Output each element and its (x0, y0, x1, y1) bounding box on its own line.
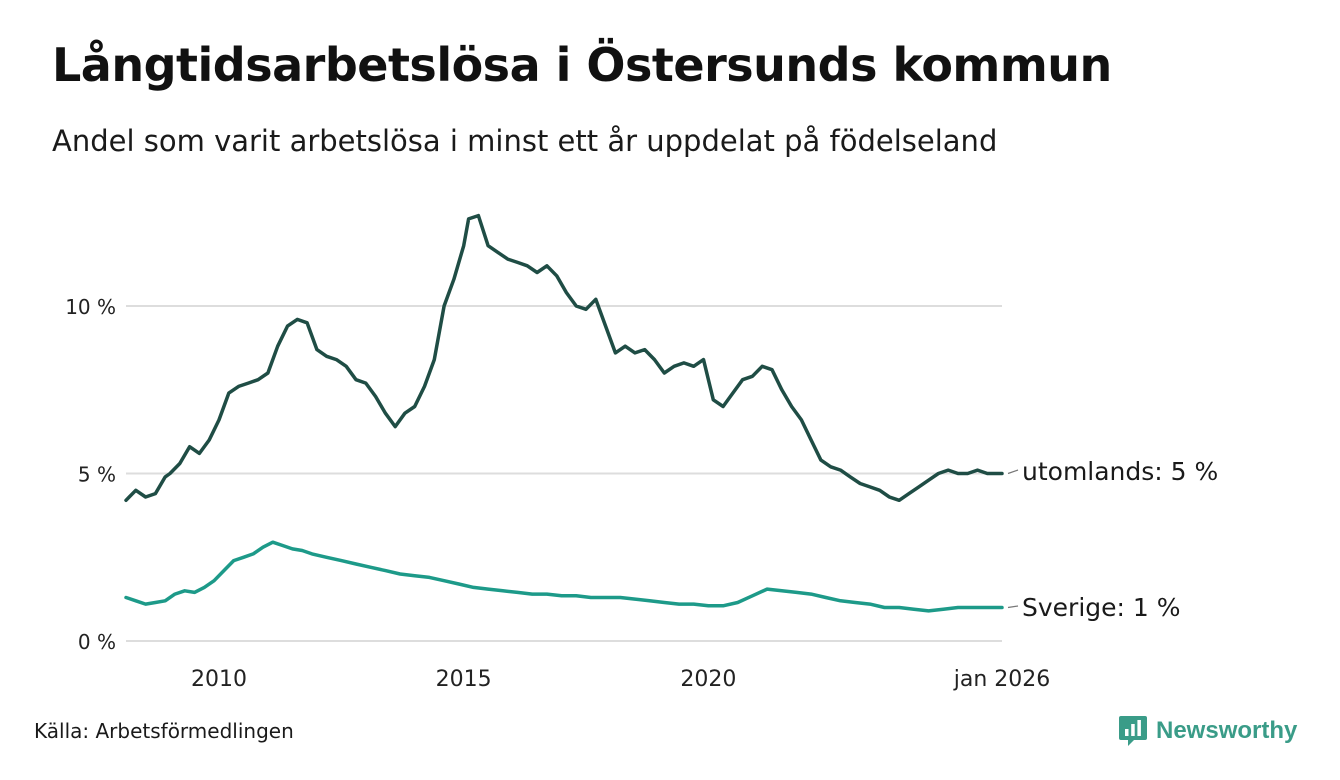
chart-title: Långtidsarbetslösa i Östersunds kommun (52, 38, 1112, 92)
end-label-leader (1007, 469, 1019, 475)
brand-name: Newsworthy (1156, 717, 1298, 744)
series-line-sverige (124, 540, 1004, 613)
end-label-utomlands: utomlands: 5 % (1022, 457, 1218, 486)
x-tick-label: jan 2026 (953, 667, 1051, 692)
y-tick-label: 10 % (65, 295, 116, 319)
newsworthy-logo-icon (1119, 716, 1147, 746)
x-axis: 2010 2015 2020 jan 2026 (191, 667, 1050, 692)
source-note: Källa: Arbetsförmedlingen (34, 719, 294, 743)
end-label-sverige: Sverige: 1 % (1022, 593, 1181, 622)
y-tick-label: 0 % (78, 630, 116, 654)
grid-layer (126, 305, 1002, 642)
y-axis: 0 % 5 % 10 % (65, 295, 116, 654)
x-tick-label: 2020 (680, 667, 736, 692)
line-chart: 0 % 5 % 10 % 2010 2015 2020 jan 2026 utomland… (65, 213, 1218, 692)
x-tick-label: 2010 (191, 667, 247, 692)
chart-subtitle: Andel som varit arbetslösa i minst ett å… (52, 124, 998, 158)
x-tick-label: 2015 (436, 667, 492, 692)
y-tick-label: 5 % (78, 463, 116, 487)
end-label-leader (1007, 605, 1019, 609)
end-labels: utomlands: 5 % Sverige: 1 % (1007, 457, 1218, 622)
series-line-utomlands (124, 213, 1004, 503)
series-layer (124, 213, 1004, 613)
brand-logo[interactable]: Newsworthy (1118, 714, 1297, 748)
